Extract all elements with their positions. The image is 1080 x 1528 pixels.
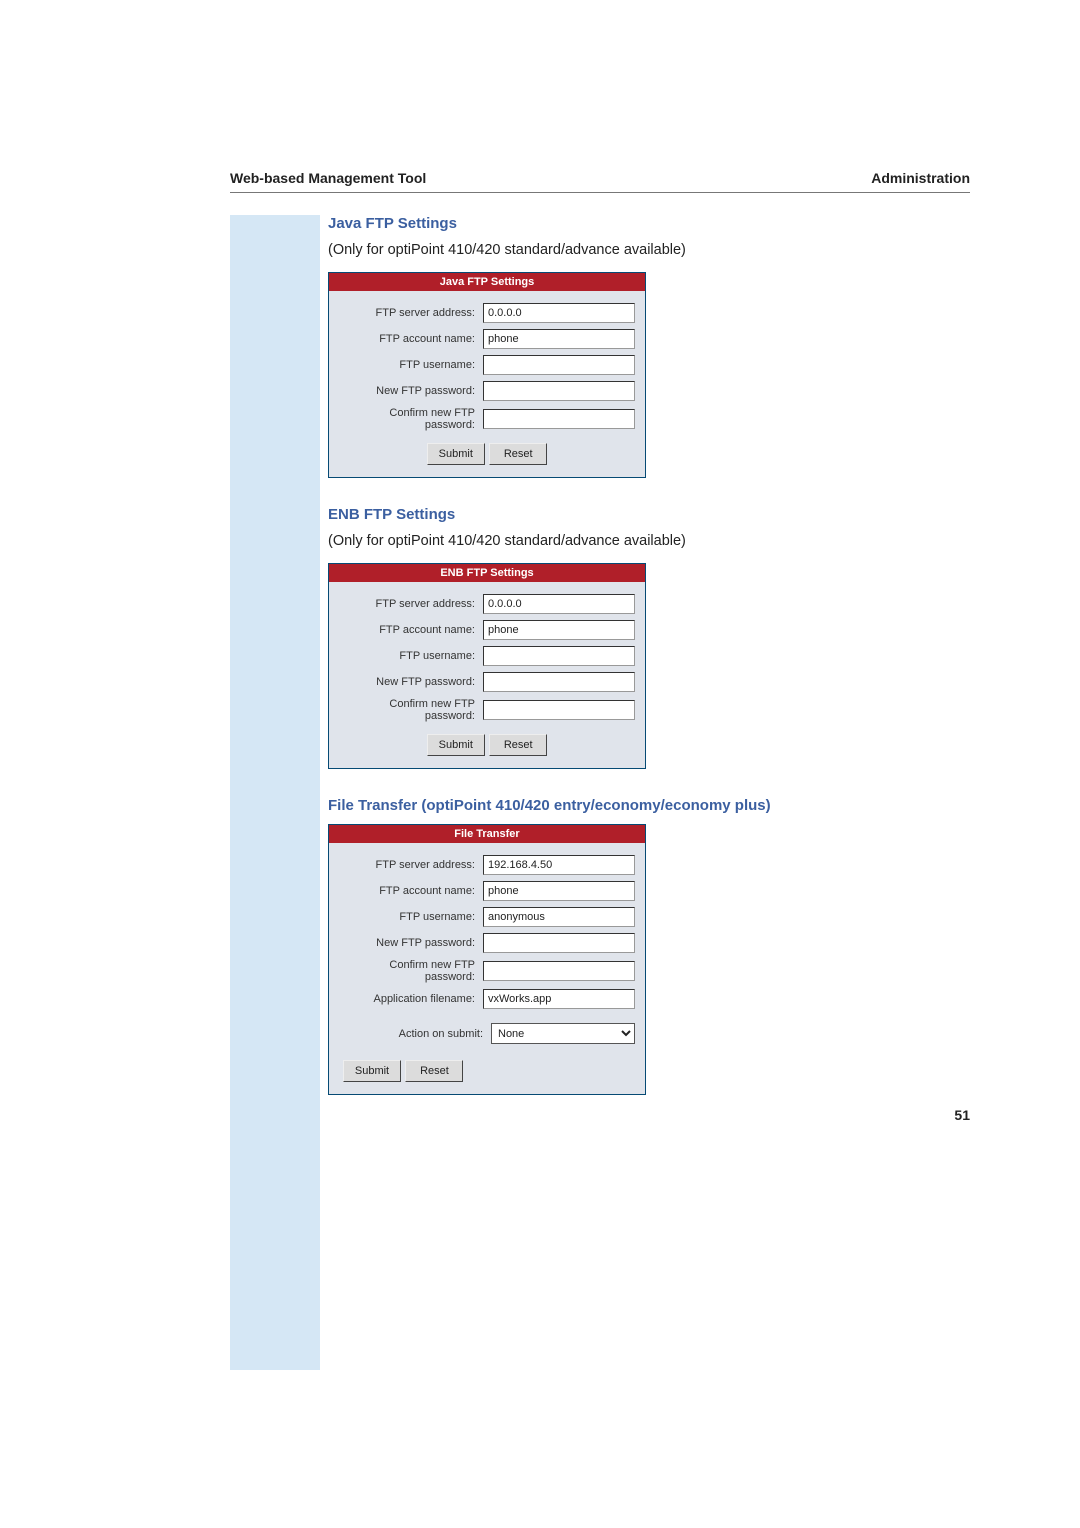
- ft-action-label: Action on submit:: [339, 1028, 491, 1040]
- ft-server-input[interactable]: [483, 855, 635, 875]
- java-ftp-subtitle: (Only for optiPoint 410/420 standard/adv…: [328, 242, 970, 258]
- ft-confirm-input[interactable]: [483, 961, 635, 981]
- file-transfer-heading: File Transfer (optiPoint 410/420 entry/e…: [328, 797, 970, 814]
- java-confirm-input[interactable]: [483, 409, 635, 429]
- ft-server-label: FTP server address:: [339, 859, 483, 871]
- enb-ftp-panel-title: ENB FTP Settings: [329, 564, 645, 582]
- java-submit-button[interactable]: Submit: [427, 443, 485, 465]
- java-account-label: FTP account name:: [339, 333, 483, 345]
- java-ftp-heading: Java FTP Settings: [328, 215, 970, 232]
- ft-submit-button[interactable]: Submit: [343, 1060, 401, 1082]
- ft-action-select[interactable]: None: [491, 1023, 635, 1044]
- ft-username-label: FTP username:: [339, 911, 483, 923]
- enb-submit-button[interactable]: Submit: [427, 734, 485, 756]
- enb-reset-button[interactable]: Reset: [489, 734, 547, 756]
- enb-username-input[interactable]: [483, 646, 635, 666]
- ft-confirm-label: Confirm new FTP password:: [339, 959, 483, 983]
- ft-appfile-label: Application filename:: [339, 993, 483, 1005]
- header-left: Web-based Management Tool: [230, 170, 426, 186]
- enb-server-input[interactable]: [483, 594, 635, 614]
- enb-newpw-input[interactable]: [483, 672, 635, 692]
- ft-newpw-input[interactable]: [483, 933, 635, 953]
- enb-confirm-input[interactable]: [483, 700, 635, 720]
- ft-account-input[interactable]: [483, 881, 635, 901]
- ft-newpw-label: New FTP password:: [339, 937, 483, 949]
- file-transfer-panel-title: File Transfer: [329, 825, 645, 843]
- java-username-label: FTP username:: [339, 359, 483, 371]
- java-account-input[interactable]: [483, 329, 635, 349]
- file-transfer-panel: File Transfer FTP server address: FTP ac…: [328, 824, 646, 1095]
- enb-username-label: FTP username:: [339, 650, 483, 662]
- enb-newpw-label: New FTP password:: [339, 676, 483, 688]
- java-reset-button[interactable]: Reset: [489, 443, 547, 465]
- enb-ftp-heading: ENB FTP Settings: [328, 506, 970, 523]
- ft-account-label: FTP account name:: [339, 885, 483, 897]
- ft-reset-button[interactable]: Reset: [405, 1060, 463, 1082]
- enb-ftp-panel: ENB FTP Settings FTP server address: FTP…: [328, 563, 646, 769]
- java-newpw-input[interactable]: [483, 381, 635, 401]
- enb-confirm-label: Confirm new FTP password:: [339, 698, 483, 722]
- java-server-label: FTP server address:: [339, 307, 483, 319]
- enb-ftp-subtitle: (Only for optiPoint 410/420 standard/adv…: [328, 533, 970, 549]
- java-server-input[interactable]: [483, 303, 635, 323]
- left-decorative-band: [230, 215, 320, 1370]
- java-confirm-label: Confirm new FTP password:: [339, 407, 483, 431]
- enb-account-label: FTP account name:: [339, 624, 483, 636]
- java-newpw-label: New FTP password:: [339, 385, 483, 397]
- ft-username-input[interactable]: [483, 907, 635, 927]
- header-right: Administration: [871, 170, 970, 186]
- java-username-input[interactable]: [483, 355, 635, 375]
- enb-server-label: FTP server address:: [339, 598, 483, 610]
- java-ftp-panel-title: Java FTP Settings: [329, 273, 645, 291]
- ft-appfile-input[interactable]: [483, 989, 635, 1009]
- java-ftp-panel: Java FTP Settings FTP server address: FT…: [328, 272, 646, 478]
- page-number: 51: [954, 1107, 970, 1123]
- enb-account-input[interactable]: [483, 620, 635, 640]
